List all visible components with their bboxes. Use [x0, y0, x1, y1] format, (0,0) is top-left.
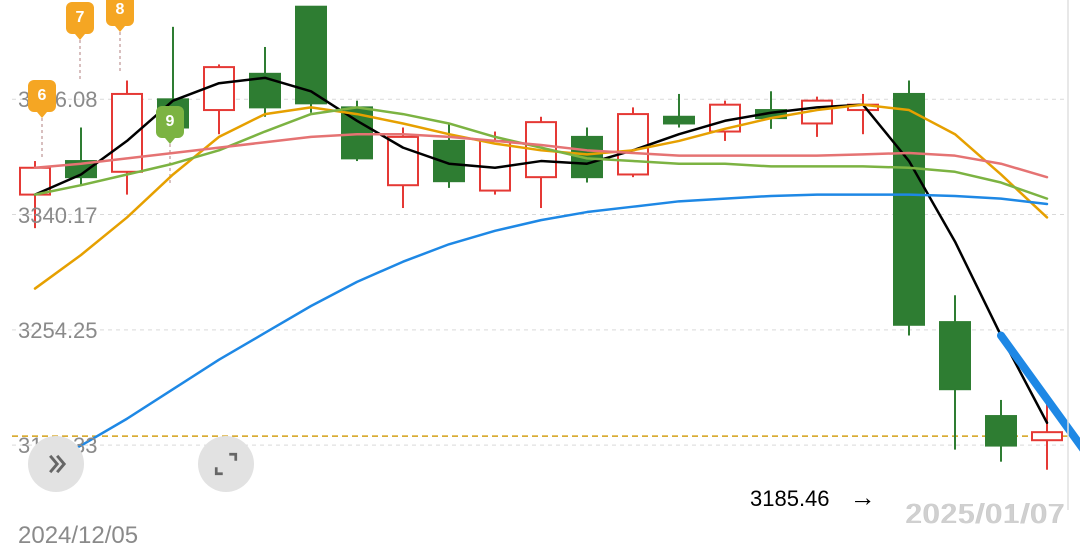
start-date-label: 2024/12/05	[18, 522, 138, 550]
y-tick-2: 3254.25	[18, 318, 98, 344]
chart-canvas	[0, 0, 1080, 556]
arrow-right-icon: →	[850, 482, 876, 512]
count-badge-7: 7	[66, 2, 94, 34]
candlestick-chart[interactable]: 3426.08 3340.17 3254.25 3168.33 2024/12/…	[0, 0, 1080, 556]
fullscreen-button[interactable]	[198, 436, 254, 492]
arrow-price-value: 3185.46	[750, 486, 830, 511]
y-tick-1: 3340.17	[18, 203, 98, 229]
count-badge-6: 6	[28, 80, 56, 112]
arrow-price-label: 3185.46 →	[750, 482, 876, 513]
chevrons-right-icon	[42, 450, 70, 478]
fullscreen-corners-icon	[213, 451, 239, 477]
expand-button[interactable]	[28, 436, 84, 492]
watermark-end-date: 2025/01/07	[906, 498, 1066, 530]
count-badge-8: 8	[106, 0, 134, 26]
count-badge-9: 9	[156, 106, 184, 138]
